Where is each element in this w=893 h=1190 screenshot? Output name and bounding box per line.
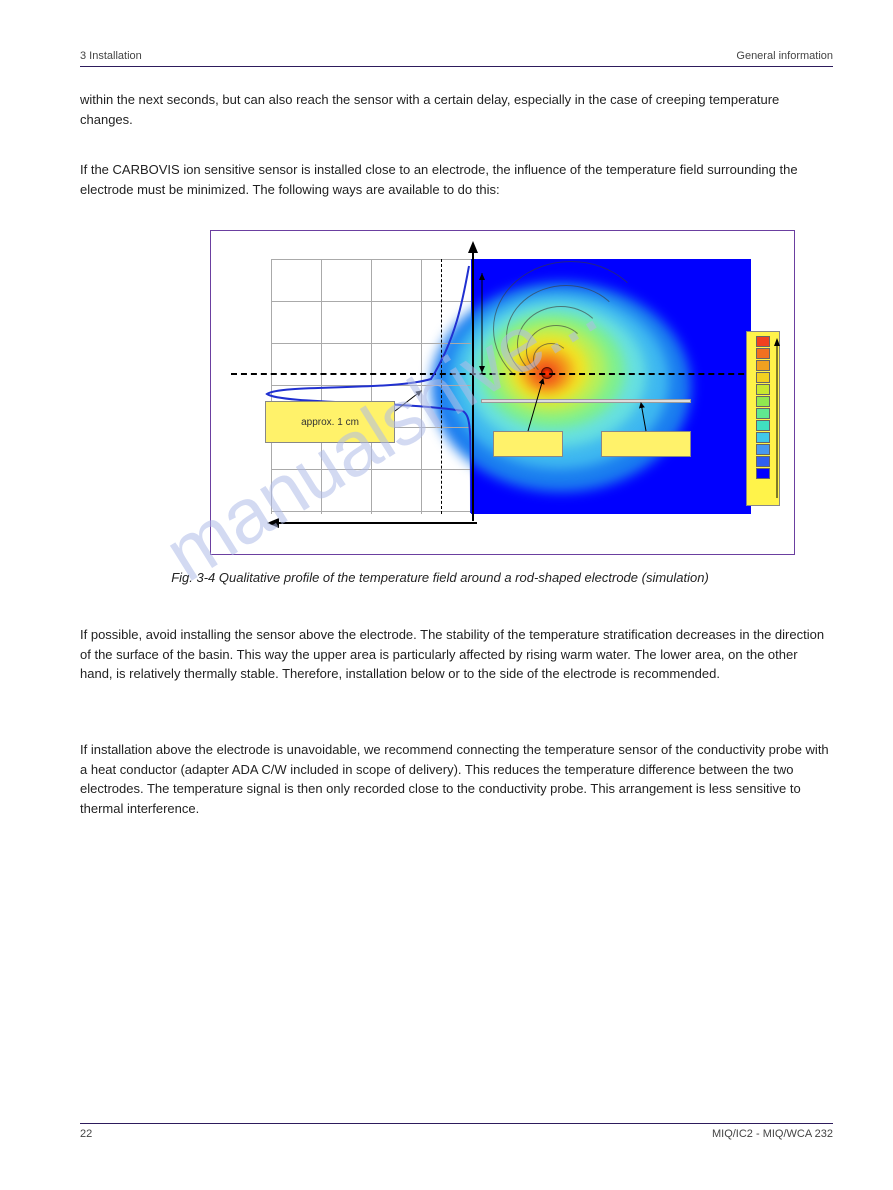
- field-line: [493, 261, 649, 397]
- electrode-label-box: [493, 431, 563, 457]
- legend-swatch: [756, 456, 770, 467]
- paragraph-alternative: If installation above the electrode is u…: [80, 740, 833, 818]
- header-section: 3 Installation: [80, 50, 142, 62]
- x-axis-arrow: [267, 517, 477, 529]
- legend-swatch: [756, 396, 770, 407]
- legend-swatch: [756, 420, 770, 431]
- legend-swatch: [756, 432, 770, 443]
- legend-swatch: [756, 372, 770, 383]
- intro-paragraph: If the CARBOVIS ion sensitive sensor is …: [80, 160, 833, 199]
- sheet-label-box: [601, 431, 691, 457]
- temperature-legend: [746, 331, 780, 506]
- footer-model: MIQ/IC2 - MIQ/WCA 232: [712, 1128, 833, 1140]
- legend-swatch: [756, 444, 770, 455]
- legend-swatch: [756, 360, 770, 371]
- legend-swatch: [756, 468, 770, 479]
- paragraph-placement: If possible, avoid installing the sensor…: [80, 625, 833, 684]
- figure-frame: approx. 1 cm: [210, 230, 795, 555]
- pre-note: within the next seconds, but can also re…: [80, 90, 833, 129]
- temperature-profile-curve: [231, 259, 471, 514]
- header-title: General information: [736, 50, 833, 62]
- legend-arrow-icon: [773, 338, 781, 498]
- figure-caption: Fig. 3-4 Qualitative profile of the temp…: [80, 570, 800, 585]
- legend-swatch: [756, 336, 770, 347]
- legend-swatch: [756, 348, 770, 359]
- page-number: 22: [80, 1128, 92, 1140]
- measure-arrow: [477, 273, 487, 373]
- heatmap-region: [471, 259, 751, 514]
- sheet-element: [481, 399, 691, 403]
- legend-swatch: [756, 384, 770, 395]
- legend-swatch: [756, 408, 770, 419]
- approx-label-box: approx. 1 cm: [265, 401, 395, 443]
